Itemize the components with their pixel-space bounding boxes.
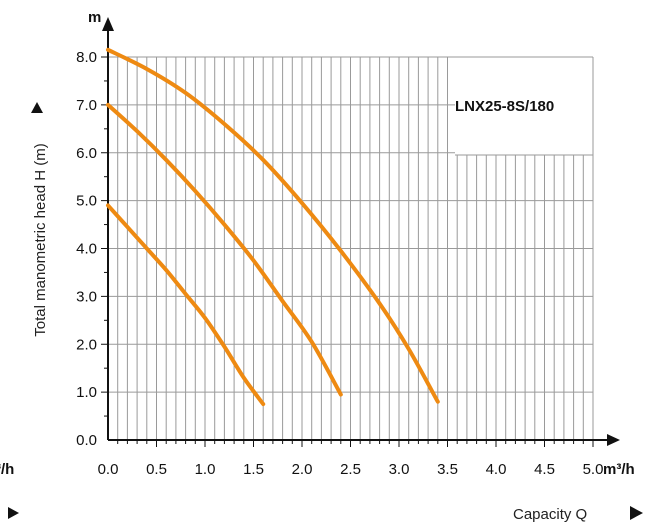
- y-tick-label: 2.0: [76, 336, 97, 353]
- x-tick-label: 1.0: [195, 461, 216, 478]
- x-tick-label: 1.5: [243, 461, 264, 478]
- y-tick-label: 5.0: [76, 193, 97, 210]
- x-tick-label: 2.5: [340, 461, 361, 478]
- y-tick-label: 3.0: [76, 288, 97, 305]
- y-unit-label: m: [88, 9, 101, 26]
- y-tick-label: 7.0: [76, 97, 97, 114]
- x-tick-labels: 0.0 0.5 1.0 1.5 2.0 2.5 3.0 3.5 4.0 4.5 5.0: [98, 461, 604, 478]
- y-axis-title: Total manometric head H (m): [32, 143, 49, 336]
- x-tick-label: 5.0: [583, 461, 604, 478]
- stray-left-unit: ³/h: [0, 461, 14, 478]
- series-group: [106, 47, 440, 407]
- y-axis-arrow: [102, 17, 114, 31]
- x-axis-title: Capacity Q: [513, 506, 587, 523]
- x-axis-arrow: [607, 434, 620, 446]
- y-tick-label: 1.0: [76, 384, 97, 401]
- x-tick-label: 3.0: [389, 461, 410, 478]
- x-tick-label: 4.5: [534, 461, 555, 478]
- series-curve-2: [106, 102, 343, 397]
- y-tick-label: 0.0: [76, 432, 97, 449]
- chart-title: LNX25-8S/180: [455, 98, 554, 115]
- x-tick-label: 2.0: [292, 461, 313, 478]
- axes: [101, 17, 620, 447]
- x-tick-label: 0.5: [146, 461, 167, 478]
- x-tick-label: 3.5: [437, 461, 458, 478]
- y-axis-title-arrow: [31, 102, 43, 113]
- y-tick-label: 4.0: [76, 241, 97, 258]
- x-unit-label: m³/h: [603, 461, 635, 478]
- y-tick-labels: 0.0 1.0 2.0 3.0 4.0 5.0 6.0 7.0 8.0: [76, 49, 97, 449]
- y-axis-title-group: Total manometric head H (m): [32, 143, 49, 336]
- x-tick-label: 4.0: [486, 461, 507, 478]
- series-curve-3: [106, 47, 440, 404]
- x-axis-title-arrow: [630, 506, 643, 520]
- y-tick-label: 6.0: [76, 145, 97, 162]
- stray-left-arrow: [8, 507, 19, 519]
- x-tick-label: 0.0: [98, 461, 119, 478]
- y-tick-label: 8.0: [76, 49, 97, 66]
- series-curve-1: [106, 203, 266, 407]
